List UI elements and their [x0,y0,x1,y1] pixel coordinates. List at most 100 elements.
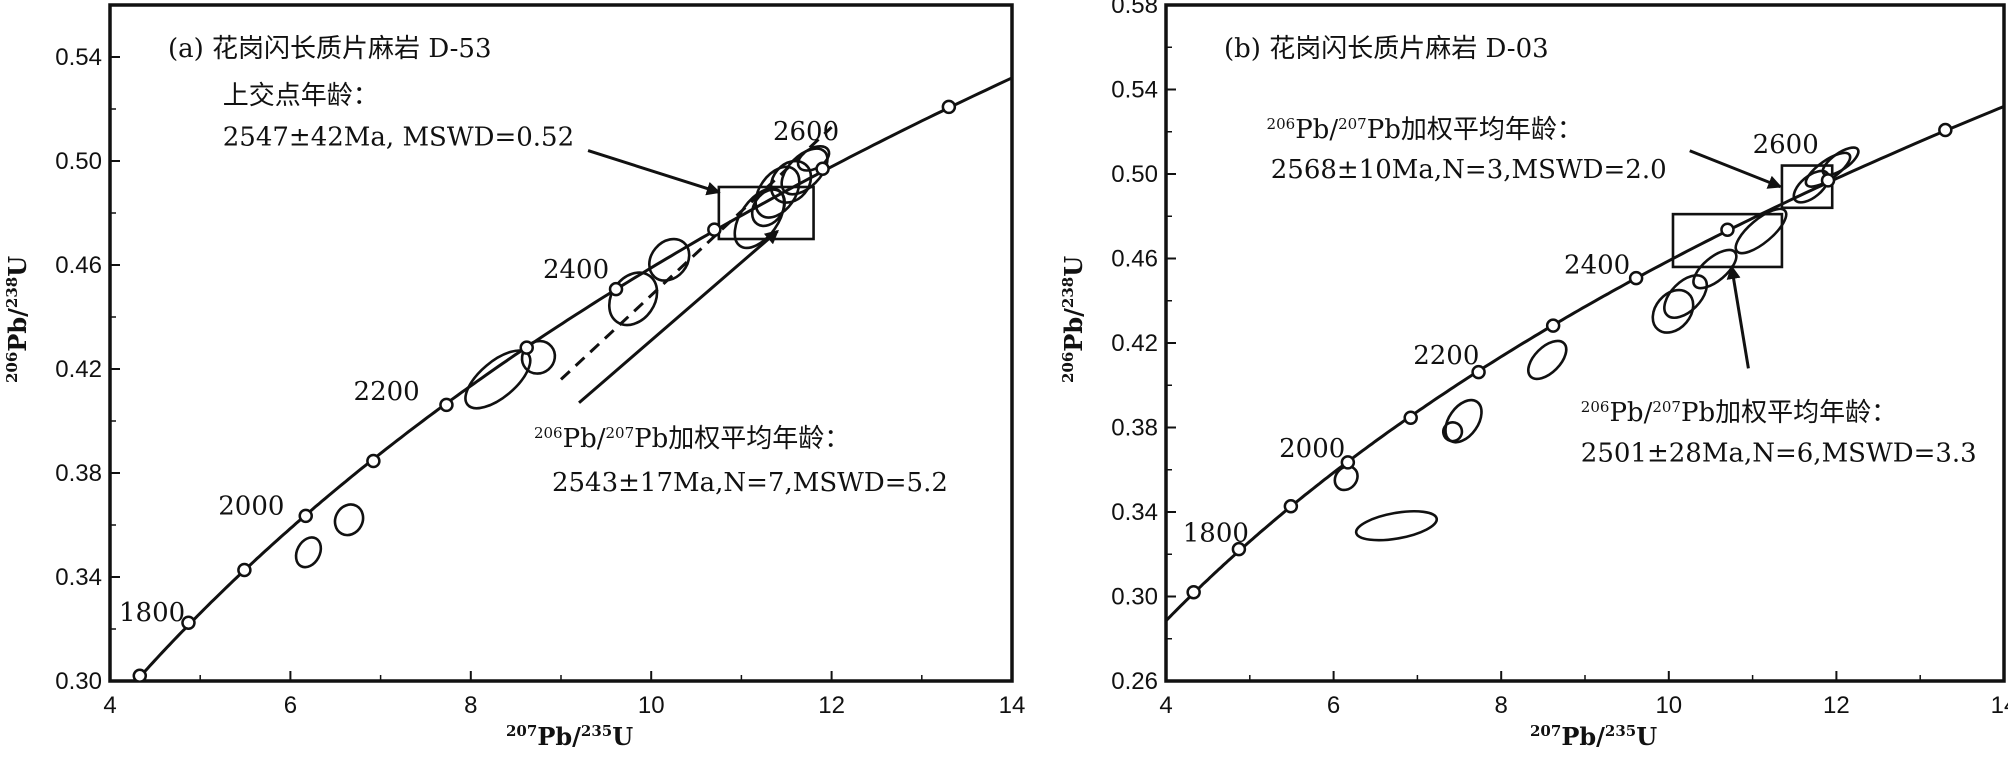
y-tick-label: 0.50 [55,148,102,175]
age-point-2000 [298,508,313,524]
panel-title: (b) 花岗闪长质片麻岩 D-03 [1224,34,1549,64]
age-point-2700 [941,99,957,115]
y-tick-label: 0.42 [1111,330,1158,357]
x-tick-label: 14 [999,692,1026,719]
y-tick-label: 0.50 [1111,161,1158,188]
x-tick-label: 4 [103,692,116,719]
annotation-label: 2200 [1413,341,1479,371]
y-tick-label: 0.46 [1111,246,1158,273]
x-tick-label: 10 [638,692,665,719]
y-axis-label: 206Pb/238U [3,256,32,383]
y-tick-label: 0.46 [55,252,102,279]
age-point-2200 [439,397,454,413]
age-point-2300 [519,340,534,355]
y-tick-label: 0.42 [55,356,102,383]
annotation-label: 2600 [1753,130,1819,160]
error-ellipse [294,536,323,569]
y-axis-label: 206Pb/238U [1059,256,1088,383]
error-ellipse [750,188,787,228]
discordia-line [559,126,833,381]
age-point-2200 [1471,364,1486,380]
annotation-arrow [587,149,721,196]
error-ellipse [1354,509,1439,542]
annotation-arrow [578,229,779,404]
panel-a: 4 6 8 10 12 14 0.30 0.34 0.38 0.42 0.46 0.50 0.54 (a)… [3,3,1026,751]
x-tick-label: 10 [1655,692,1682,719]
panel-b: 4 6 8 10 12 14 0.26 0.30 0.34 0.38 0.42 0.46 0.50 0.5… [1059,0,2008,751]
highlight-box [717,185,815,241]
age-point-2600 [815,161,830,177]
age-point-2100 [1403,410,1418,426]
annotation-label: 2000 [1279,434,1345,464]
y-tick-label: 0.38 [55,460,102,487]
x-tick-label: 12 [818,692,845,719]
annotation-label: 2600 [773,117,839,147]
annotation-arrow [1689,149,1783,189]
age-point-2000 [1340,455,1356,470]
age-point-2500 [1720,222,1735,238]
y-tick-label: 0.34 [55,564,102,591]
error-ellipse [780,147,829,196]
error-ellipse [769,159,813,204]
panel-title: (a) 花岗闪长质片麻岩 D-53 [168,34,492,64]
annotation-label: 2000 [218,492,284,522]
age-point [1186,585,1201,600]
error-ellipse [1734,207,1788,255]
annotation-label: 206Pb/207Pb加权平均年龄： [534,424,850,454]
x-tick-label: 14 [1991,692,2008,719]
annotation-arrow [1726,264,1750,369]
error-ellipse [520,339,557,375]
x-tick-label: 4 [1159,692,1172,719]
y-tick-label: 0.54 [55,44,102,71]
x-tick-label: 6 [1327,692,1340,719]
error-ellipse [1692,248,1738,290]
error-ellipse [1527,339,1568,381]
error-ellipse [648,237,691,282]
annotation-label: 2547±42Ma, MSWD=0.52 [223,122,574,152]
annotation-label: 2400 [1564,250,1630,280]
plot-frame [1164,3,2006,683]
y-tick-label: 0.58 [1111,0,1158,19]
error-ellipse [1333,465,1359,492]
concordia-curve [134,76,1012,681]
y-tick-label: 0.38 [1111,415,1158,442]
x-tick-label: 6 [284,692,297,719]
age-point-1900 [1283,499,1299,514]
x-axis-label: 207Pb/235U [1530,722,1657,751]
annotation-label: 2200 [354,377,420,407]
annotation-label: 2400 [543,255,609,285]
y-tick-label: 0.34 [1111,499,1158,526]
age-point-2600 [1820,173,1836,188]
annotation-label: 206Pb/207Pb加权平均年龄： [1581,398,1897,428]
error-ellipse [1663,274,1709,319]
age-point-2300 [1545,318,1561,333]
age-point-2700 [1938,122,1953,138]
y-tick-label: 0.26 [1111,668,1158,695]
age-point-1800 [181,615,196,631]
y-tick-label: 0.30 [55,668,102,695]
error-ellipse [1821,146,1860,177]
error-ellipse [1444,398,1483,444]
y-tick-label: 0.30 [1111,584,1158,611]
annotation-label: 206Pb/207Pb加权平均年龄： [1267,115,1583,145]
age-point [132,668,148,681]
annotation-label: 2568±10Ma,N=3,MSWD=2.0 [1271,155,1667,185]
concordia-curve [1166,104,2004,623]
annotation-label: 2543±17Ma,N=7,MSWD=5.2 [552,468,948,498]
age-point-2500 [707,222,722,237]
highlight-box [1671,212,1784,269]
annotation-label: 1800 [1183,519,1249,549]
x-axis-label: 207Pb/235U [506,722,633,751]
age-point-2400 [608,281,624,297]
x-tick-label: 8 [1495,692,1508,719]
error-ellipse [1441,421,1464,443]
error-ellipse [607,271,659,327]
error-ellipse [1651,288,1695,334]
age-point-2400 [1628,270,1644,286]
age-point-1900 [237,562,252,578]
age-point-2100 [366,453,381,469]
age-point-1800 [1231,541,1247,557]
x-tick-label: 8 [464,692,477,719]
y-tick-label: 0.54 [1111,77,1158,104]
